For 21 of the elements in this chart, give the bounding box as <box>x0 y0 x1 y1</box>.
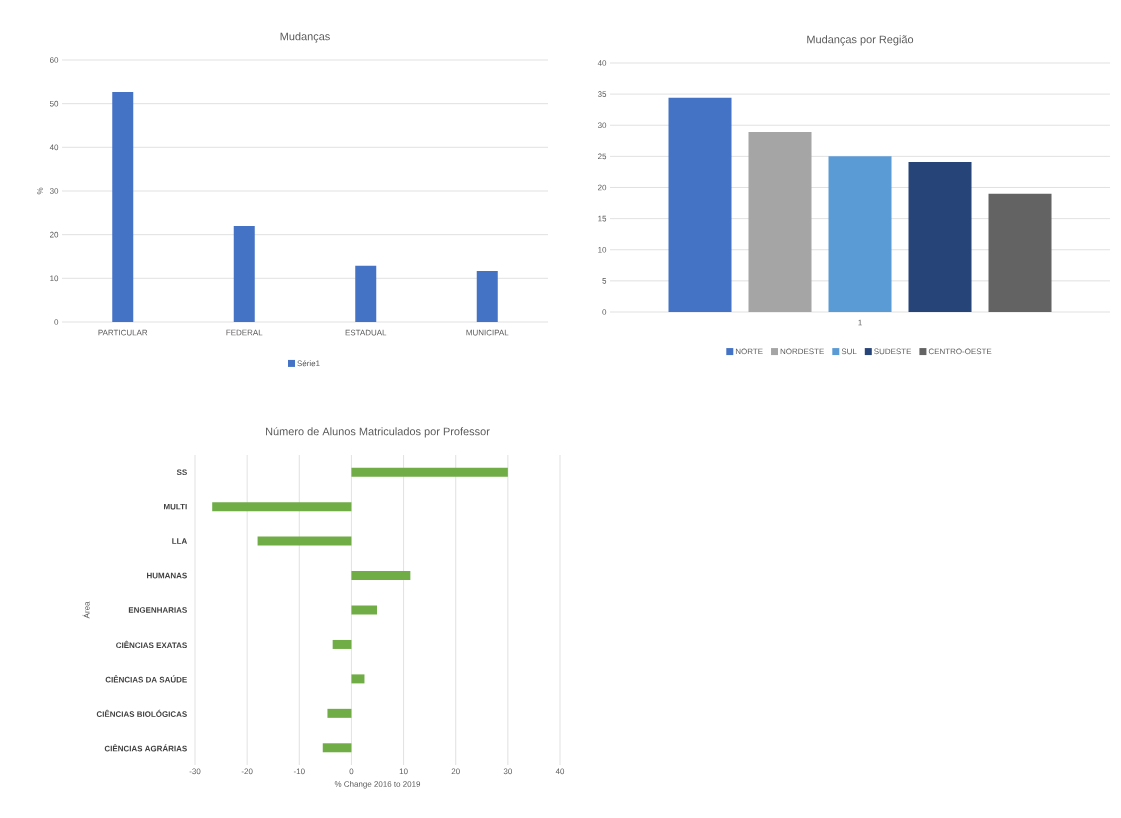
bar <box>355 265 377 322</box>
bar <box>327 708 352 718</box>
bar <box>322 743 352 753</box>
bar <box>828 156 892 312</box>
chart-title: Número de Alunos Matriculados por Professor <box>266 427 490 438</box>
bar <box>351 467 508 477</box>
bar <box>988 193 1052 312</box>
chart-title: Mudanças por Região <box>807 35 914 46</box>
bar <box>233 225 255 322</box>
bar <box>748 132 812 312</box>
bar <box>351 674 365 684</box>
bar <box>351 571 411 581</box>
chart-title: Mudanças <box>280 32 330 43</box>
bar <box>257 536 352 546</box>
bar <box>212 502 352 512</box>
bar <box>332 639 352 649</box>
bar <box>112 91 134 322</box>
bar <box>668 97 732 312</box>
bar <box>476 270 498 322</box>
bar <box>351 605 377 615</box>
bar <box>908 161 972 312</box>
